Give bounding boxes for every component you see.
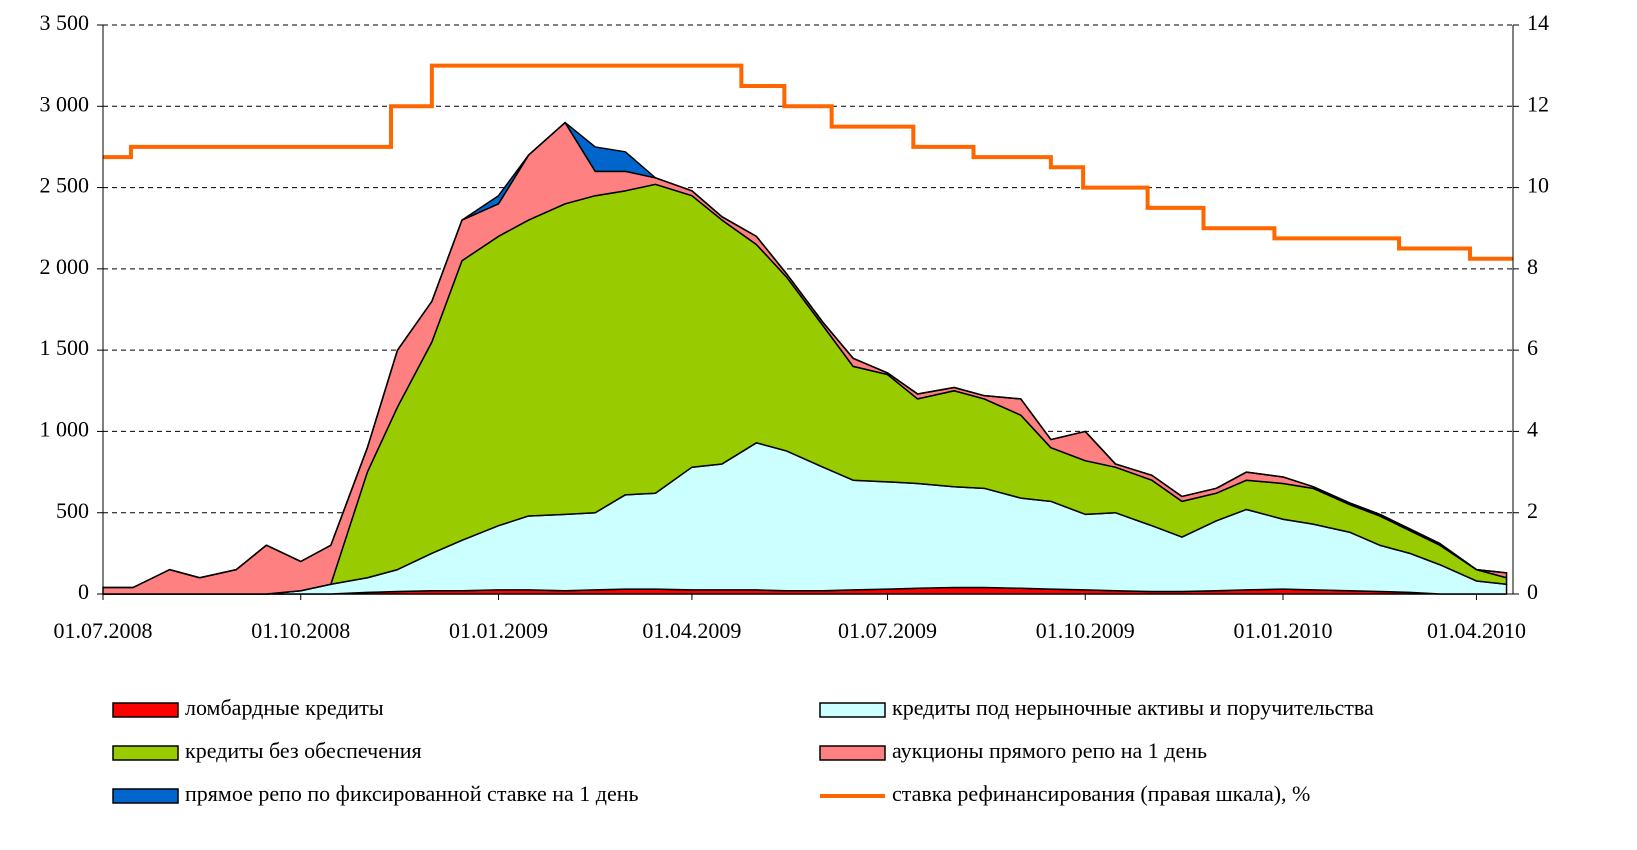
y2-tick-label: 4 bbox=[1527, 416, 1538, 441]
legend-label: ставка рефинансирования (правая шкала), … bbox=[892, 781, 1310, 806]
x-tick-label: 01.10.2009 bbox=[1036, 618, 1135, 643]
y2-tick-label: 6 bbox=[1527, 335, 1538, 360]
x-tick-label: 01.07.2009 bbox=[838, 618, 937, 643]
y2-tick-label: 14 bbox=[1527, 10, 1549, 35]
legend-label: кредиты без обеспечения bbox=[185, 738, 422, 763]
y-tick-label: 3 000 bbox=[40, 91, 90, 116]
x-tick-label: 01.01.2009 bbox=[449, 618, 548, 643]
x-tick-label: 01.07.2008 bbox=[54, 618, 153, 643]
legend-swatch bbox=[112, 745, 179, 761]
area bbox=[102, 121, 1508, 589]
x-tick-label: 01.04.2010 bbox=[1427, 618, 1526, 643]
y-tick-label: 0 bbox=[78, 579, 89, 604]
y2-tick-label: 8 bbox=[1527, 254, 1538, 279]
legend-label: кредиты под нерыночные активы и поручите… bbox=[892, 695, 1374, 720]
y2-tick-label: 0 bbox=[1527, 579, 1538, 604]
legend-label: прямое репо по фиксированной ставке на 1… bbox=[185, 781, 639, 806]
legend-label: ломбардные кредиты bbox=[185, 695, 384, 720]
rate-line bbox=[103, 63, 1513, 261]
x-tick-label: 01.01.2010 bbox=[1234, 618, 1333, 643]
y-tick-label: 2 000 bbox=[40, 254, 90, 279]
legend-swatch bbox=[819, 745, 886, 761]
legend-swatch bbox=[112, 788, 179, 804]
legend-label: аукционы прямого репо на 1 день bbox=[892, 738, 1207, 763]
y2-tick-label: 12 bbox=[1527, 91, 1549, 116]
y-tick-label: 3 500 bbox=[40, 10, 90, 35]
x-tick-label: 01.10.2008 bbox=[251, 618, 350, 643]
y2-tick-label: 10 bbox=[1527, 173, 1549, 198]
y2-tick-label: 2 bbox=[1527, 498, 1538, 523]
legend-swatch bbox=[112, 702, 179, 718]
y-tick-label: 1 000 bbox=[40, 416, 90, 441]
legend-swatch bbox=[819, 702, 886, 718]
y-tick-label: 500 bbox=[56, 498, 89, 523]
y-tick-label: 2 500 bbox=[40, 173, 90, 198]
x-tick-label: 01.04.2009 bbox=[642, 618, 741, 643]
y-tick-label: 1 500 bbox=[40, 335, 90, 360]
